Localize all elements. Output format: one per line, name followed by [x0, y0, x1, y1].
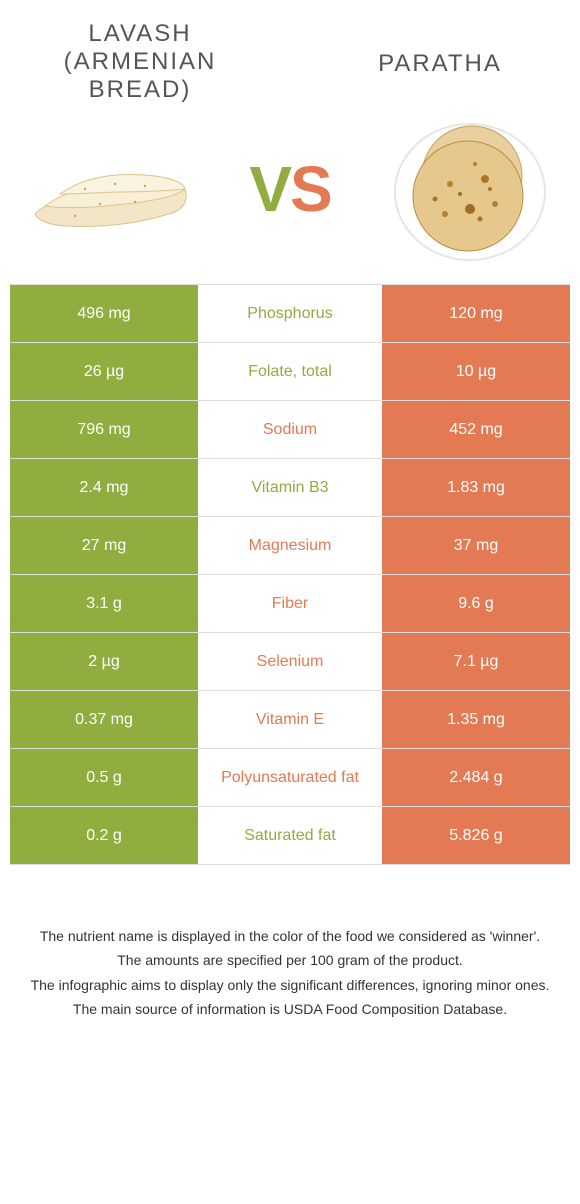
- nutrient-label: Saturated fat: [198, 807, 382, 864]
- lavash-icon: [25, 134, 195, 244]
- right-value: 7.1 µg: [382, 633, 570, 690]
- footer-line: The nutrient name is displayed in the co…: [30, 925, 550, 947]
- right-value: 5.826 g: [382, 807, 570, 864]
- nutrient-label: Vitamin B3: [198, 459, 382, 516]
- table-row: 2 µgSelenium7.1 µg: [10, 633, 570, 691]
- nutrient-label: Sodium: [198, 401, 382, 458]
- vs-label: VS: [249, 152, 330, 226]
- right-value: 37 mg: [382, 517, 570, 574]
- right-value: 10 µg: [382, 343, 570, 400]
- left-value: 2 µg: [10, 633, 198, 690]
- paratha-icon: [390, 114, 550, 264]
- table-row: 2.4 mgVitamin B31.83 mg: [10, 459, 570, 517]
- right-value: 2.484 g: [382, 749, 570, 806]
- left-value: 26 µg: [10, 343, 198, 400]
- nutrient-label: Polyunsaturated fat: [198, 749, 382, 806]
- left-value: 0.5 g: [10, 749, 198, 806]
- right-value: 120 mg: [382, 285, 570, 342]
- footer-line: The infographic aims to display only the…: [30, 974, 550, 996]
- left-value: 27 mg: [10, 517, 198, 574]
- lavash-image: [20, 114, 200, 264]
- left-value: 3.1 g: [10, 575, 198, 632]
- table-row: 496 mgPhosphorus120 mg: [10, 285, 570, 343]
- table-row: 3.1 gFiber9.6 g: [10, 575, 570, 633]
- left-value: 496 mg: [10, 285, 198, 342]
- nutrient-label: Selenium: [198, 633, 382, 690]
- table-row: 796 mgSodium452 mg: [10, 401, 570, 459]
- footer-notes: The nutrient name is displayed in the co…: [0, 865, 580, 1021]
- footer-line: The main source of information is USDA F…: [30, 998, 550, 1020]
- table-row: 0.2 gSaturated fat5.826 g: [10, 807, 570, 865]
- left-food-title: Lavash (Armenian bread): [30, 20, 250, 104]
- left-value: 796 mg: [10, 401, 198, 458]
- left-value: 0.37 mg: [10, 691, 198, 748]
- right-value: 1.35 mg: [382, 691, 570, 748]
- nutrient-label: Phosphorus: [198, 285, 382, 342]
- comparison-table: 496 mgPhosphorus120 mg26 µgFolate, total…: [10, 284, 570, 865]
- right-value: 1.83 mg: [382, 459, 570, 516]
- vs-s: S: [290, 153, 331, 225]
- nutrient-label: Folate, total: [198, 343, 382, 400]
- left-value: 0.2 g: [10, 807, 198, 864]
- right-value: 452 mg: [382, 401, 570, 458]
- vs-v: V: [249, 153, 290, 225]
- images-row: VS: [0, 114, 580, 284]
- table-row: 27 mgMagnesium37 mg: [10, 517, 570, 575]
- table-row: 0.5 gPolyunsaturated fat2.484 g: [10, 749, 570, 807]
- table-row: 0.37 mgVitamin E1.35 mg: [10, 691, 570, 749]
- right-value: 9.6 g: [382, 575, 570, 632]
- paratha-image: [380, 114, 560, 264]
- nutrient-label: Vitamin E: [198, 691, 382, 748]
- nutrient-label: Fiber: [198, 575, 382, 632]
- header: Lavash (Armenian bread) Paratha: [0, 0, 580, 114]
- left-value: 2.4 mg: [10, 459, 198, 516]
- right-food-title: Paratha: [330, 50, 550, 78]
- footer-line: The amounts are specified per 100 gram o…: [30, 949, 550, 971]
- nutrient-label: Magnesium: [198, 517, 382, 574]
- table-row: 26 µgFolate, total10 µg: [10, 343, 570, 401]
